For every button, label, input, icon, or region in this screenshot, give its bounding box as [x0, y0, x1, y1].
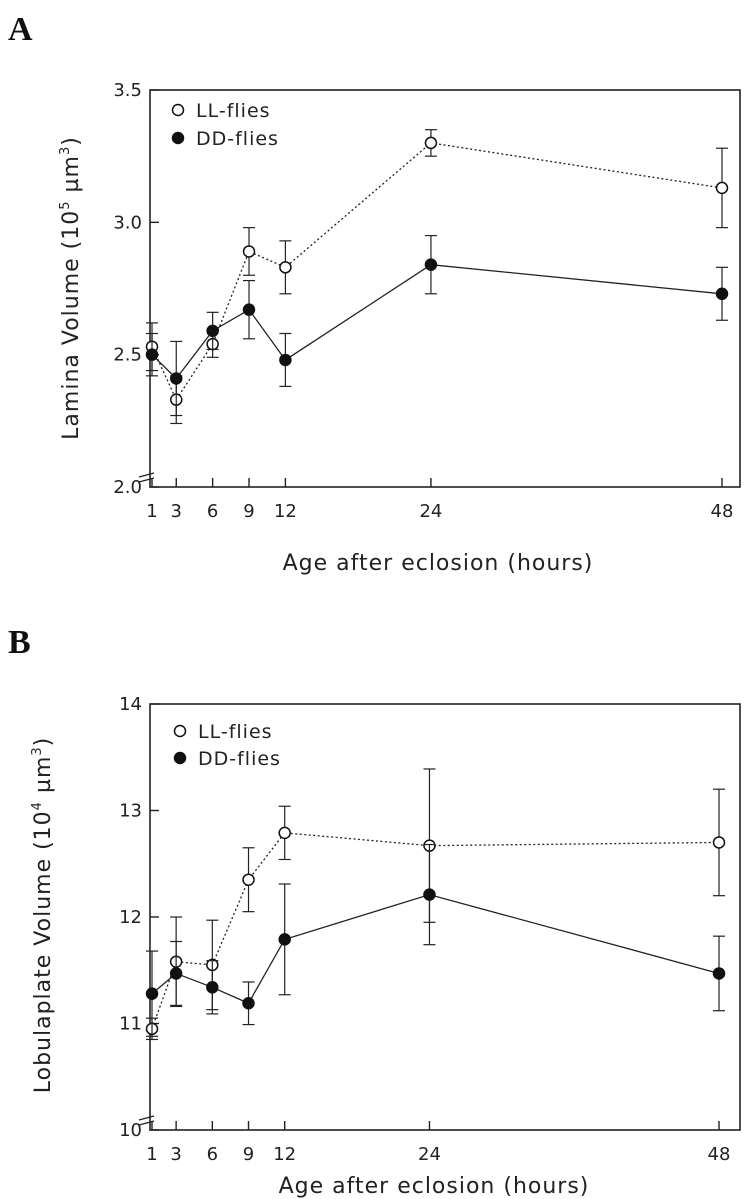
- x-tick-label-a: 24: [419, 501, 442, 522]
- series-line-ll-flies-b: [151, 832, 720, 1030]
- y-tick-label-b: 14: [119, 694, 142, 715]
- data-point-ll-flies-a: [424, 136, 438, 150]
- data-point-dd-flies-a: [145, 348, 159, 361]
- series-line-ll-flies-a: [151, 142, 723, 402]
- panel-letter-a: A: [8, 11, 33, 48]
- y-tick-label-a: 2.0: [113, 477, 142, 498]
- data-point-dd-flies-b: [206, 981, 219, 994]
- data-point-dd-flies-b: [712, 967, 726, 980]
- data-point-dd-flies-a: [715, 287, 729, 301]
- data-point-ll-flies-a: [279, 261, 292, 274]
- x-tick-label-b: 24: [418, 1144, 441, 1165]
- plot-frame-a: [149, 89, 741, 488]
- data-point-ll-flies-a: [242, 245, 256, 258]
- y-tick-label-a: 3.5: [113, 80, 142, 101]
- x-axis-title-a: Age after eclosion (hours): [283, 551, 594, 576]
- data-point-dd-flies-a: [170, 372, 183, 385]
- x-tick-label-b: 9: [243, 1144, 254, 1165]
- x-tick-label-a: 9: [243, 501, 254, 522]
- data-point-dd-flies-b: [169, 967, 183, 980]
- x-tick-label-b: 1: [146, 1144, 157, 1165]
- x-axis-title-b: Age after eclosion (hours): [279, 1174, 590, 1199]
- data-point-dd-flies-b: [242, 997, 255, 1010]
- x-tick-label-a: 12: [274, 501, 297, 522]
- y-tick-label-b: 10: [119, 1120, 142, 1141]
- legend-b: LL-flies DD-flies: [173, 721, 281, 770]
- data-point-dd-flies-a: [279, 353, 292, 367]
- legend-a: LL-flies DD-flies: [171, 100, 279, 150]
- data-point-ll-flies-b: [242, 873, 255, 886]
- y-tick-label-b: 13: [119, 801, 142, 822]
- x-tick-label-a: 6: [207, 501, 218, 522]
- y-tick-label-a: 2.5: [113, 345, 142, 366]
- x-tick-label-b: 48: [708, 1144, 731, 1165]
- legend-label-dd-a: DD-flies: [196, 128, 279, 150]
- axis-break-mark-b: [138, 1115, 155, 1121]
- series-line-dd-flies-a: [151, 264, 723, 380]
- y-axis-title-a: Lamina Volume (105 µm3): [58, 136, 84, 440]
- x-tick-label-a: 1: [146, 501, 157, 522]
- data-point-dd-flies-b: [145, 987, 159, 1000]
- series-line-dd-flies-b: [151, 893, 720, 1005]
- y-tick-label-a: 3.0: [113, 212, 142, 233]
- data-point-ll-flies-a: [715, 181, 729, 195]
- data-point-ll-flies-b: [712, 836, 726, 849]
- data-point-dd-flies-a: [242, 303, 256, 316]
- legend-marker-dd-a: [171, 131, 185, 145]
- data-point-dd-flies-b: [278, 933, 291, 946]
- x-tick-label-b: 12: [273, 1144, 296, 1165]
- x-tick-label-a: 3: [171, 501, 182, 522]
- x-tick-label-b: 6: [207, 1144, 218, 1165]
- panel-letter-b: B: [8, 624, 31, 661]
- legend-marker-ll-b: [173, 724, 187, 738]
- y-tick-label-b: 12: [119, 907, 142, 928]
- y-tick-label-b: 11: [119, 1014, 142, 1035]
- x-tick-label-b: 3: [170, 1144, 181, 1165]
- data-point-dd-flies-a: [206, 324, 219, 338]
- legend-label-dd-b: DD-flies: [198, 748, 281, 770]
- axis-break-mark-a: [138, 472, 155, 478]
- panel-b: B Lobulaplate Volume (104 µm3) Age after…: [8, 624, 741, 1199]
- y-axis-title-b: Lobulaplate Volume (104 µm3): [30, 737, 56, 1094]
- data-point-dd-flies-a: [424, 258, 438, 271]
- legend-label-ll-b: LL-flies: [198, 721, 273, 743]
- data-point-ll-flies-b: [278, 826, 291, 840]
- legend-marker-ll-a: [171, 103, 185, 117]
- panel-a: A Lamina Volume (105 µm3) Age after eclo…: [8, 11, 741, 576]
- legend-label-ll-a: LL-flies: [196, 100, 271, 122]
- legend-marker-dd-b: [173, 751, 187, 765]
- x-tick-label-a: 48: [711, 501, 734, 522]
- data-point-dd-flies-b: [423, 888, 436, 901]
